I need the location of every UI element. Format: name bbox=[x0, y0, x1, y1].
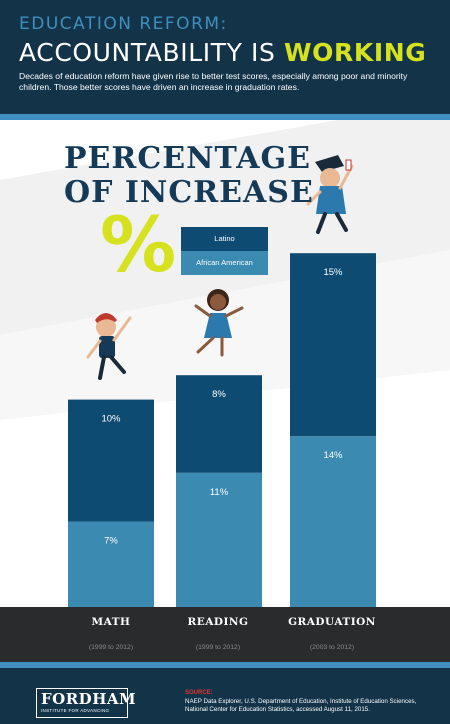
category-label-graduation: GRADUATION bbox=[288, 616, 376, 628]
bars-group: 7% 10% 11% 8% 14% 15% bbox=[68, 253, 376, 607]
headline: ACCOUNTABILITY IS WORKING bbox=[19, 38, 426, 67]
chart-title-line2: OF INCREASE bbox=[64, 175, 314, 210]
chart-title-line1: PERCENTAGE bbox=[64, 141, 311, 176]
data-label-reading-african-american: 11% bbox=[210, 487, 229, 498]
intro-text: Decades of education reform have given r… bbox=[19, 71, 408, 92]
fordham-logo: FORDHAM INSTITUTE FOR ADVANCING bbox=[36, 688, 137, 718]
bar-reading-african-american bbox=[176, 472, 262, 607]
category-label-reading: READING bbox=[187, 616, 249, 628]
category-band bbox=[0, 607, 450, 662]
source-text: NAEP Data Explorer, U.S. Department of E… bbox=[185, 698, 417, 713]
data-label-math-latino: 10% bbox=[101, 414, 121, 425]
logo-name: FORDHAM bbox=[41, 690, 137, 708]
legend-item-latino: Latino bbox=[181, 227, 268, 251]
data-label-graduation-latino: 15% bbox=[323, 267, 343, 278]
headline-highlight: WORKING bbox=[284, 38, 427, 67]
girl-figure-icon bbox=[194, 289, 244, 357]
bar-math-african-american bbox=[68, 521, 154, 607]
graduate-figure-icon bbox=[306, 155, 354, 234]
period-label-reading: (1999 to 2012) bbox=[195, 644, 241, 651]
header-kicker: EDUCATION REFORM: bbox=[19, 14, 228, 34]
legend-item-african-american: African American bbox=[181, 251, 268, 275]
figures-group bbox=[86, 155, 354, 380]
bar-graduation-african-american bbox=[290, 436, 376, 607]
bar-reading-latino bbox=[176, 375, 262, 473]
chart-title: PERCENTAGE OF INCREASE bbox=[64, 142, 314, 210]
header-banner: EDUCATION REFORM: ACCOUNTABILITY IS WORK… bbox=[0, 0, 450, 114]
footer-divider bbox=[0, 662, 450, 668]
bar-math-latino bbox=[68, 399, 154, 522]
data-label-math-african-american: 7% bbox=[104, 536, 118, 547]
legend: Latino African American bbox=[181, 227, 268, 275]
category-label-math: MATH bbox=[91, 616, 131, 628]
logo-tag: INSTITUTE FOR ADVANCING bbox=[41, 708, 110, 713]
data-label-graduation-african-american: 14% bbox=[323, 450, 343, 461]
header-divider bbox=[0, 114, 450, 120]
period-label-graduation: (2003 to 2012) bbox=[309, 644, 355, 651]
period-label-math: (1999 to 2012) bbox=[88, 644, 134, 651]
footer bbox=[0, 662, 450, 724]
source-label: SOURCE: bbox=[185, 690, 213, 696]
data-label-reading-latino: 8% bbox=[212, 389, 226, 400]
bar-graduation-latino bbox=[290, 253, 376, 437]
percent-sign-icon: % bbox=[100, 200, 177, 289]
boy-figure-icon bbox=[86, 313, 132, 380]
headline-main: ACCOUNTABILITY IS bbox=[19, 38, 284, 67]
